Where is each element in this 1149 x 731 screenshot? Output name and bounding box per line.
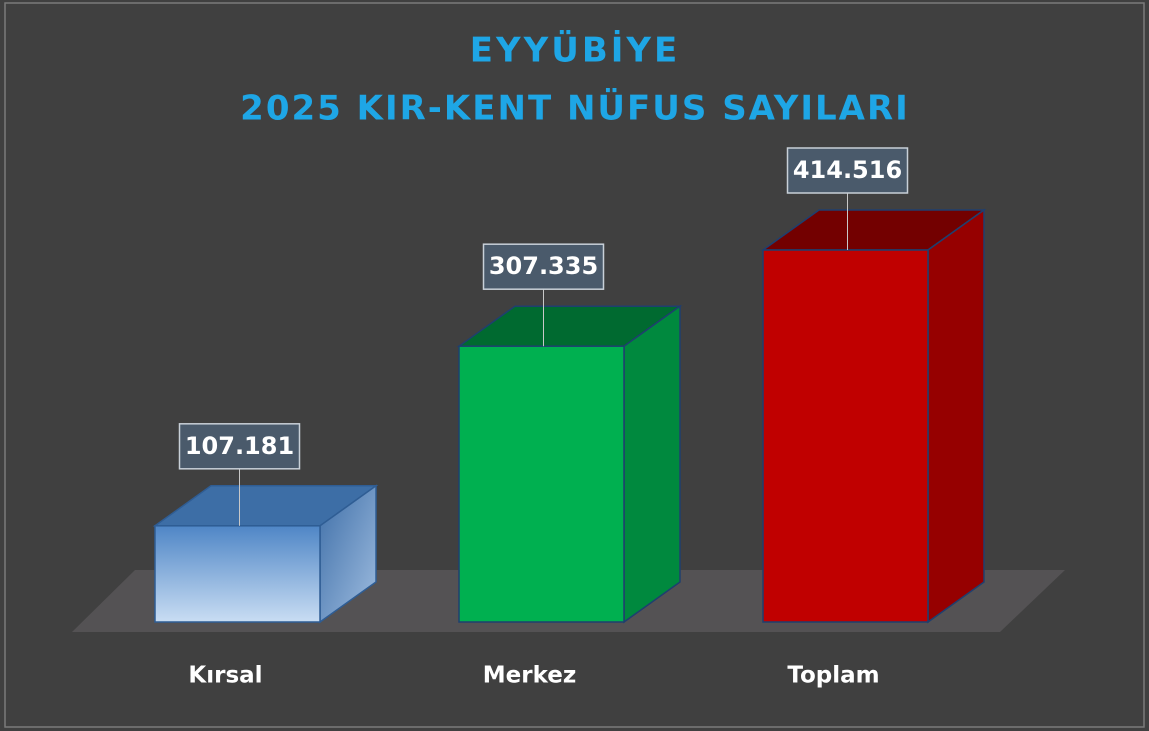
- data-label-box: [786, 147, 909, 194]
- chart-title: EYYÜBİYE: [470, 30, 681, 71]
- data-label: 414.516: [793, 156, 902, 184]
- bar-side: [623, 304, 681, 624]
- bar-side: [927, 208, 985, 624]
- x-tick-label: Toplam: [787, 663, 879, 689]
- data-label: 307.335: [489, 252, 598, 280]
- bar: [154, 525, 321, 623]
- data-label-box: [178, 423, 301, 470]
- chart-subtitle: 2025 KIR-KENT NÜFUS SAYILARI: [240, 88, 910, 129]
- x-tick-label: Kırsal: [188, 663, 262, 689]
- bar: [762, 249, 929, 623]
- data-label-box: [482, 243, 605, 290]
- data-label: 107.181: [185, 432, 294, 460]
- bar: [458, 345, 625, 623]
- x-tick-label: Merkez: [483, 663, 577, 689]
